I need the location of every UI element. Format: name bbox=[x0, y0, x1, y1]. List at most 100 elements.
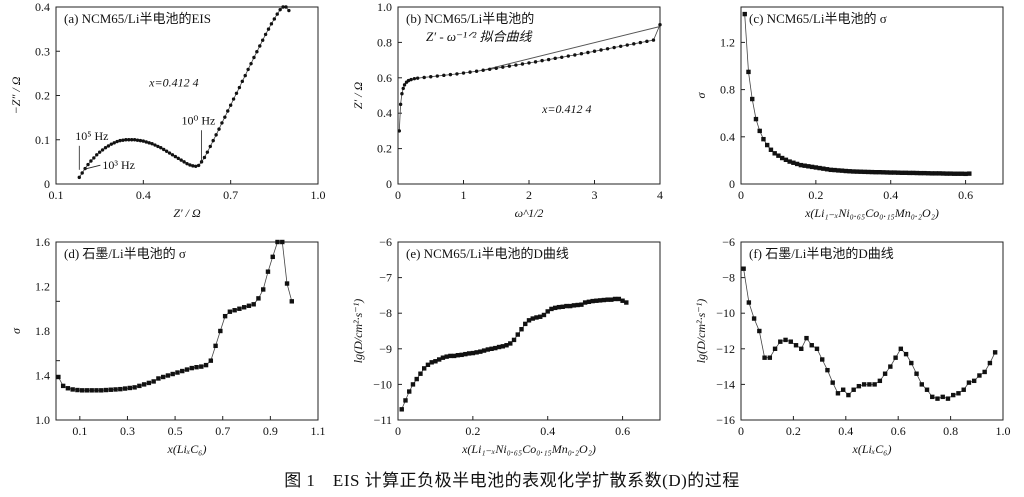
data-point bbox=[501, 65, 505, 69]
data-point bbox=[582, 300, 588, 305]
data-point bbox=[478, 349, 483, 354]
data-point bbox=[825, 367, 830, 373]
data-point bbox=[89, 388, 94, 393]
data-point bbox=[156, 144, 160, 149]
chart-panel-c: 0 0.2 0.4 0.6 0 0.4 0.8 1.2 x(Li₁₋ₓNi₀.₆₅Co₀.₁₅M… bbox=[694, 6, 1004, 220]
data-point bbox=[246, 67, 250, 72]
data-point bbox=[910, 170, 916, 176]
data-point bbox=[173, 154, 178, 159]
data-point bbox=[137, 383, 142, 389]
data-point bbox=[961, 387, 966, 392]
data-point bbox=[202, 155, 207, 160]
data-point bbox=[222, 313, 228, 319]
data-point bbox=[963, 171, 968, 177]
data-point bbox=[858, 169, 863, 174]
data-point bbox=[564, 303, 569, 309]
annotation: 10³ Hz bbox=[102, 158, 135, 172]
data-point bbox=[605, 297, 610, 302]
data-point bbox=[592, 49, 597, 53]
y-tick-label: −8 bbox=[379, 306, 392, 320]
data-point bbox=[488, 67, 492, 72]
data-point bbox=[914, 170, 920, 176]
data-point bbox=[60, 383, 66, 389]
chart-title: (d) 石墨/Li半电池的 σ bbox=[64, 246, 186, 261]
data-point bbox=[638, 40, 643, 45]
data-point bbox=[162, 147, 166, 152]
data-point bbox=[523, 321, 528, 327]
x-tick-label: 0.3 bbox=[120, 424, 135, 438]
data-point bbox=[260, 38, 265, 42]
data-point bbox=[540, 58, 544, 63]
data-point bbox=[556, 304, 562, 310]
data-point bbox=[854, 169, 860, 174]
data-point bbox=[798, 162, 804, 168]
data-point bbox=[275, 239, 280, 245]
y-axis-label: −Z″ / Ω bbox=[9, 76, 23, 114]
data-point bbox=[127, 385, 133, 391]
data-point bbox=[399, 407, 404, 412]
data-point bbox=[836, 168, 841, 173]
series-line bbox=[743, 268, 996, 400]
data-point bbox=[75, 387, 80, 393]
data-point bbox=[415, 76, 420, 80]
data-point bbox=[56, 374, 61, 380]
data-point bbox=[567, 303, 573, 309]
data-point bbox=[138, 138, 143, 143]
data-point bbox=[579, 302, 584, 307]
x-tick-label: 1.1 bbox=[311, 424, 326, 438]
y-tick-label: 0.4 bbox=[35, 0, 50, 14]
data-point bbox=[84, 388, 90, 393]
data-point bbox=[840, 387, 846, 392]
data-point bbox=[232, 308, 237, 313]
data-point bbox=[658, 23, 662, 27]
data-point bbox=[160, 374, 166, 380]
data-point bbox=[919, 382, 924, 387]
data-point bbox=[935, 396, 940, 401]
data-point bbox=[113, 387, 118, 392]
data-point bbox=[930, 394, 935, 400]
data-point bbox=[284, 5, 288, 9]
y-tick-label: 0.6 bbox=[377, 71, 392, 85]
data-point bbox=[504, 343, 509, 348]
data-point bbox=[824, 167, 830, 172]
data-point bbox=[240, 79, 245, 84]
data-point bbox=[806, 164, 811, 169]
chart-subtitle: Z′ - ω⁻¹ᐟ² 拟合曲线 bbox=[426, 29, 532, 44]
data-point bbox=[609, 297, 614, 302]
data-point bbox=[448, 72, 453, 77]
data-point bbox=[265, 269, 271, 274]
data-point bbox=[530, 316, 535, 321]
data-point bbox=[436, 357, 442, 362]
data-point bbox=[804, 335, 809, 341]
data-point bbox=[440, 355, 446, 360]
data-point bbox=[455, 353, 461, 358]
data-point bbox=[151, 379, 156, 384]
x-tick-label: 0.5 bbox=[168, 424, 183, 438]
data-point bbox=[425, 362, 431, 368]
data-point bbox=[251, 302, 256, 307]
data-point bbox=[772, 151, 777, 156]
data-point bbox=[899, 170, 905, 175]
data-point bbox=[571, 303, 577, 308]
data-point bbox=[545, 309, 550, 314]
x-tick-label: 0.9 bbox=[263, 424, 278, 438]
data-point bbox=[448, 353, 453, 359]
data-point bbox=[141, 139, 146, 143]
chart-panel-e: 0 0.2 0.4 0.6 −11 −10 −9 −8 −7 −6 x(Li₁₋ₓNi₀.₆₅Co₀… bbox=[351, 235, 661, 456]
data-point bbox=[549, 306, 554, 312]
data-point bbox=[280, 239, 285, 245]
data-point bbox=[971, 378, 977, 384]
data-point bbox=[127, 138, 131, 142]
data-point bbox=[632, 42, 636, 46]
data-point bbox=[925, 171, 931, 176]
data-point bbox=[809, 164, 815, 170]
data-point bbox=[813, 165, 819, 170]
data-point bbox=[474, 350, 479, 355]
data-point bbox=[252, 55, 256, 60]
data-point bbox=[243, 73, 247, 78]
data-point bbox=[877, 378, 883, 384]
chart-title: (a) NCM65/Li半电池的EIS bbox=[64, 11, 211, 26]
y-tick-label: 0.1 bbox=[35, 133, 50, 147]
data-point bbox=[124, 138, 128, 142]
data-point bbox=[507, 64, 512, 68]
